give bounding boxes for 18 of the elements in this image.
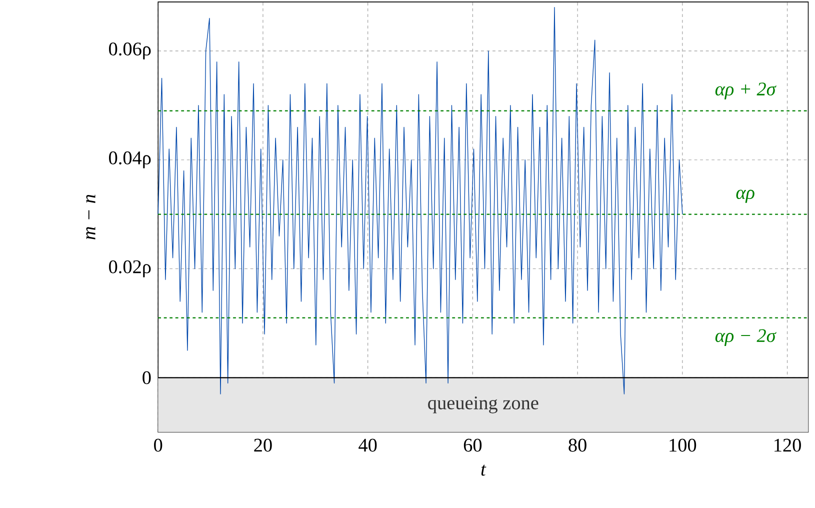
- x-axis-title: t: [481, 464, 486, 476]
- y-tick-label: 0: [142, 371, 151, 384]
- y-tick-label: 0.02ρ: [109, 260, 151, 278]
- band-label: queueing zone: [428, 396, 538, 414]
- y-tick-label: 0.04ρ: [109, 151, 151, 168]
- ref-line-label: αρ: [736, 190, 754, 203]
- x-tick-label: 80: [568, 438, 586, 452]
- y-axis-title: m − n: [86, 194, 96, 240]
- x-tick-label: 40: [358, 438, 377, 452]
- x-tick-label: 100: [670, 438, 696, 452]
- y-tick-label: 0.06ρ: [109, 42, 151, 60]
- line-series: [158, 6, 683, 394]
- x-tick-label: 120: [774, 438, 801, 452]
- x-tick-label: 20: [254, 438, 272, 452]
- ref-line-label: αρ + 2σ: [715, 82, 776, 100]
- x-tick-label: 60: [464, 438, 482, 452]
- x-tick-label: 0: [154, 438, 162, 452]
- ref-line-label: αρ − 2σ: [715, 329, 776, 346]
